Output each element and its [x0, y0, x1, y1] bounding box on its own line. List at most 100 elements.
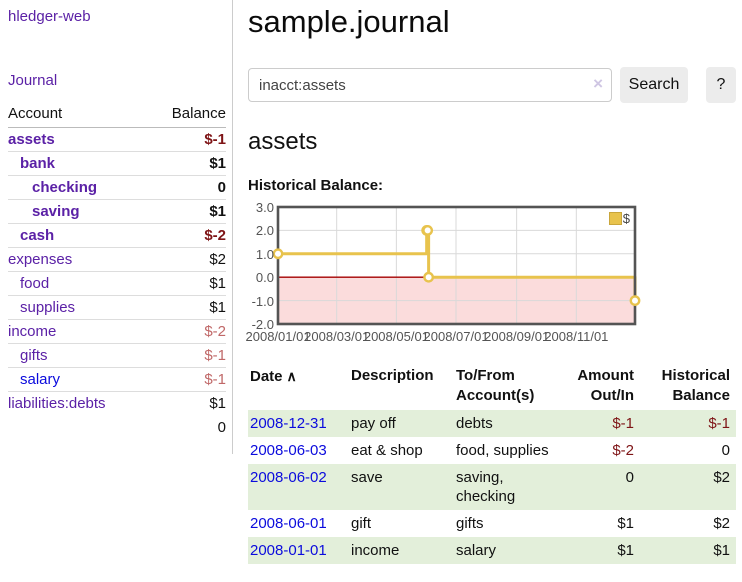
- register-row: 2008-06-03 eat & shop food, supplies $-2…: [248, 437, 736, 464]
- register-table: Date ∧ Description To/From Account(s) Amo…: [248, 364, 736, 564]
- account-balance: 0: [148, 175, 226, 200]
- sidebar: hledger-web Journal Account Balance asse…: [0, 0, 233, 454]
- accounts-table: Account Balance assets $-1 bank $1 check…: [8, 102, 226, 440]
- account-row: salary $-1: [8, 367, 226, 392]
- account-row: income $-2: [8, 319, 226, 344]
- transaction-accounts: saving, checking: [456, 469, 516, 505]
- search-button[interactable]: Search: [620, 67, 688, 103]
- sort-ascending-icon: ∧: [286, 368, 297, 384]
- register-row: 2008-06-02 save saving, checking 0 $2: [248, 464, 736, 510]
- register-header-amount: Amount Out/In: [577, 367, 634, 404]
- x-axis-tick-label: 2008/03/01: [304, 329, 370, 344]
- register-header-date[interactable]: Date ∧: [250, 368, 297, 385]
- transaction-date-link[interactable]: 2008-01-01: [250, 542, 327, 559]
- sidebar-item-journal[interactable]: Journal: [8, 72, 58, 89]
- account-balance: $1: [148, 271, 226, 296]
- transaction-balance: 0: [721, 442, 730, 459]
- account-link[interactable]: salary: [20, 371, 61, 388]
- search-input[interactable]: [248, 68, 612, 102]
- register-row: 2008-06-01 gift gifts $1 $2: [248, 510, 736, 537]
- transaction-accounts: salary: [456, 542, 497, 559]
- account-link[interactable]: assets: [8, 131, 55, 148]
- transaction-accounts: debts: [456, 415, 493, 432]
- transaction-amount: $1: [617, 542, 634, 559]
- account-balance: $-1: [148, 343, 226, 368]
- chart-legend: $: [606, 210, 632, 227]
- accounts-total-row: 0: [8, 415, 226, 440]
- account-link[interactable]: food: [20, 275, 50, 292]
- account-link[interactable]: bank: [20, 155, 56, 172]
- account-balance: $-1: [148, 367, 226, 392]
- x-axis-tick-label: 2008/07/01: [423, 329, 489, 344]
- accounts-table-body: assets $-1 bank $1 checking 0 saving $1 …: [8, 128, 226, 415]
- transaction-amount: $1: [617, 515, 634, 532]
- account-link[interactable]: gifts: [20, 347, 48, 364]
- transaction-description: pay off: [351, 415, 396, 432]
- clear-search-icon[interactable]: ×: [593, 74, 603, 93]
- app-title-link[interactable]: hledger-web: [8, 8, 91, 25]
- account-row: saving $1: [8, 199, 226, 224]
- account-link[interactable]: income: [8, 323, 57, 340]
- account-link[interactable]: saving: [32, 203, 80, 220]
- x-axis-tick-label: 2008/05/01: [363, 329, 429, 344]
- accounts-header-account: Account: [8, 102, 149, 128]
- chart-plot: $: [272, 205, 641, 326]
- transaction-description: eat & shop: [351, 442, 423, 459]
- y-axis-tick-label: 0.0: [255, 270, 274, 286]
- y-axis-tick-label: -2.0: [251, 317, 274, 332]
- account-link[interactable]: expenses: [8, 251, 73, 268]
- transaction-date-link[interactable]: 2008-12-31: [250, 415, 327, 432]
- transaction-balance: $2: [713, 469, 730, 486]
- x-axis-tick-label: 2008/01/01: [245, 329, 311, 344]
- register-row: 2008-01-01 income salary $1 $1: [248, 537, 736, 564]
- transaction-balance: $2: [713, 515, 730, 532]
- account-heading: assets: [248, 128, 318, 155]
- y-axis-tick-label: 2.0: [255, 223, 274, 239]
- legend-swatch-icon: [608, 212, 622, 225]
- account-row: liabilities:debts $1: [8, 391, 226, 415]
- register-header-accounts: To/From Account(s): [456, 367, 535, 404]
- page-title: sample.journal: [248, 4, 450, 39]
- historical-balance-chart: $ 3.0 2.0 1.0 0.0 -1.0 -2.0 2008/01/01 2008/03/…: [245, 201, 736, 348]
- y-axis-tick-label: -1.0: [251, 293, 274, 309]
- transaction-description: gift: [351, 515, 372, 532]
- account-row: gifts $-1: [8, 343, 226, 368]
- account-balance: $-2: [148, 319, 226, 344]
- main-content: sample.journal × Search ? assets Histori…: [245, 0, 736, 564]
- account-balance: $1: [148, 295, 226, 320]
- transaction-amount: 0: [625, 469, 634, 486]
- x-axis-tick-label: 2008/11/01: [544, 329, 609, 344]
- register-table-body: 2008-12-31 pay off debts $-1 $-1 2008-06…: [248, 410, 736, 564]
- transaction-date-link[interactable]: 2008-06-02: [250, 469, 327, 486]
- accounts-header-balance: Balance: [148, 102, 226, 128]
- account-row: assets $-1: [8, 128, 226, 152]
- account-balance: $1: [148, 391, 226, 415]
- account-balance: $2: [148, 247, 226, 272]
- register-row: 2008-12-31 pay off debts $-1 $-1: [248, 410, 736, 437]
- account-row: expenses $2: [8, 247, 226, 272]
- account-balance: $1: [148, 151, 226, 176]
- register-header-balance: Historical Balance: [661, 367, 730, 404]
- transaction-date-link[interactable]: 2008-06-03: [250, 442, 327, 459]
- help-button[interactable]: ?: [706, 67, 736, 103]
- account-link[interactable]: cash: [20, 227, 55, 244]
- account-row: food $1: [8, 271, 226, 296]
- transaction-balance: $1: [713, 542, 730, 559]
- account-row: checking 0: [8, 175, 226, 200]
- y-axis-tick-label: 1.0: [255, 246, 274, 262]
- transaction-accounts: food, supplies: [456, 442, 549, 459]
- account-link[interactable]: liabilities:debts: [8, 395, 106, 412]
- transaction-date-link[interactable]: 2008-06-01: [250, 515, 327, 532]
- account-balance: $-1: [204, 131, 226, 148]
- transaction-accounts: gifts: [456, 515, 484, 532]
- chart-title: Historical Balance:: [248, 177, 384, 194]
- account-balance: $1: [148, 199, 226, 224]
- account-balance: $-2: [148, 223, 226, 248]
- register-header-description: Description: [351, 367, 434, 384]
- account-link[interactable]: supplies: [20, 299, 76, 316]
- transaction-amount: $-2: [612, 442, 634, 459]
- accounts-total-value: 0: [217, 419, 226, 436]
- account-row: bank $1: [8, 151, 226, 176]
- account-link[interactable]: checking: [32, 179, 98, 196]
- y-axis-tick-label: 3.0: [255, 200, 274, 215]
